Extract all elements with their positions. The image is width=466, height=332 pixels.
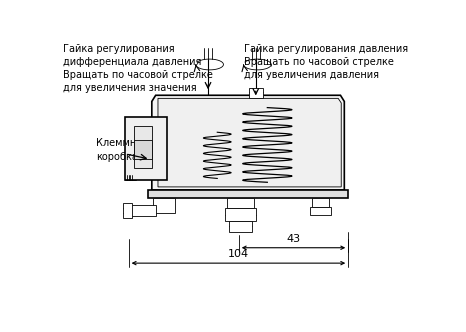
Bar xyxy=(249,88,263,98)
Bar xyxy=(312,198,329,207)
Bar xyxy=(153,198,175,213)
Text: Гайка регулирования
дифференциала давления
Вращать по часовой стрелке
для увелич: Гайка регулирования дифференциала давлен… xyxy=(63,44,213,93)
Bar xyxy=(310,207,331,214)
Polygon shape xyxy=(158,98,341,187)
Text: 43: 43 xyxy=(287,234,301,244)
Bar xyxy=(229,221,252,232)
Bar xyxy=(225,208,256,221)
Text: Гайка регулирования давления
Вращать по часовой стрелке
для увеличения давления: Гайка регулирования давления Вращать по … xyxy=(244,44,408,80)
Bar xyxy=(134,126,152,168)
Bar xyxy=(227,198,254,208)
Bar xyxy=(148,190,348,198)
Bar xyxy=(123,203,132,218)
Text: 104: 104 xyxy=(228,249,249,259)
Bar xyxy=(134,140,152,159)
Text: Клеммная
коробка: Клеммная коробка xyxy=(96,138,149,162)
Polygon shape xyxy=(152,95,344,190)
Bar xyxy=(129,206,156,216)
Bar xyxy=(125,117,167,180)
